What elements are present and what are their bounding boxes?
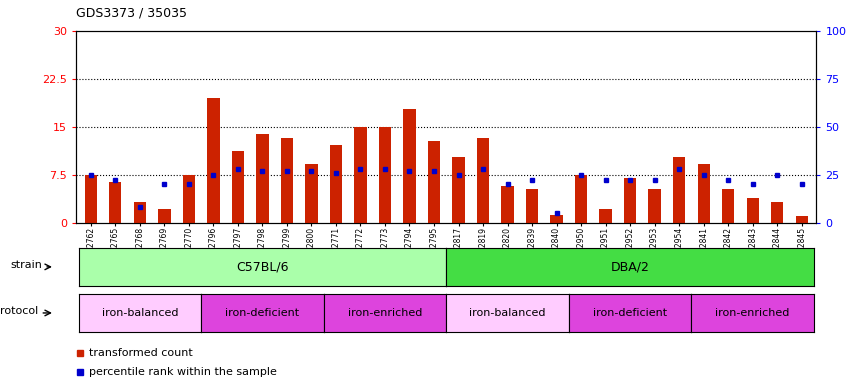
- Text: iron-deficient: iron-deficient: [225, 308, 299, 318]
- Text: percentile rank within the sample: percentile rank within the sample: [90, 367, 277, 377]
- Bar: [453, 157, 464, 223]
- Text: GDS3373 / 35035: GDS3373 / 35035: [76, 6, 187, 19]
- Text: protocol: protocol: [0, 306, 38, 316]
- Bar: [575, 175, 587, 223]
- Text: transformed count: transformed count: [90, 348, 193, 358]
- Text: iron-enriched: iron-enriched: [348, 308, 422, 318]
- Bar: [649, 189, 661, 223]
- Bar: [477, 137, 489, 223]
- Bar: [158, 209, 171, 223]
- Bar: [722, 189, 734, 223]
- Text: C57BL/6: C57BL/6: [236, 260, 288, 273]
- Text: strain: strain: [10, 260, 41, 270]
- Bar: [771, 202, 783, 223]
- Bar: [697, 164, 710, 223]
- Bar: [134, 202, 146, 223]
- Bar: [85, 175, 97, 223]
- Bar: [109, 182, 122, 223]
- Bar: [256, 134, 268, 223]
- Bar: [795, 216, 808, 223]
- Bar: [305, 164, 317, 223]
- Bar: [354, 127, 366, 223]
- Bar: [526, 189, 538, 223]
- Bar: [551, 215, 563, 223]
- Bar: [428, 141, 440, 223]
- Bar: [502, 185, 514, 223]
- Bar: [673, 157, 685, 223]
- Bar: [232, 151, 244, 223]
- Text: iron-balanced: iron-balanced: [102, 308, 179, 318]
- Text: iron-deficient: iron-deficient: [593, 308, 667, 318]
- Bar: [404, 109, 415, 223]
- Bar: [379, 127, 391, 223]
- Bar: [281, 137, 293, 223]
- Bar: [746, 199, 759, 223]
- Bar: [207, 98, 219, 223]
- Text: iron-balanced: iron-balanced: [470, 308, 546, 318]
- Text: DBA/2: DBA/2: [611, 260, 650, 273]
- Bar: [624, 178, 636, 223]
- Text: iron-enriched: iron-enriched: [716, 308, 790, 318]
- Bar: [600, 209, 612, 223]
- Bar: [183, 175, 195, 223]
- Bar: [330, 145, 342, 223]
